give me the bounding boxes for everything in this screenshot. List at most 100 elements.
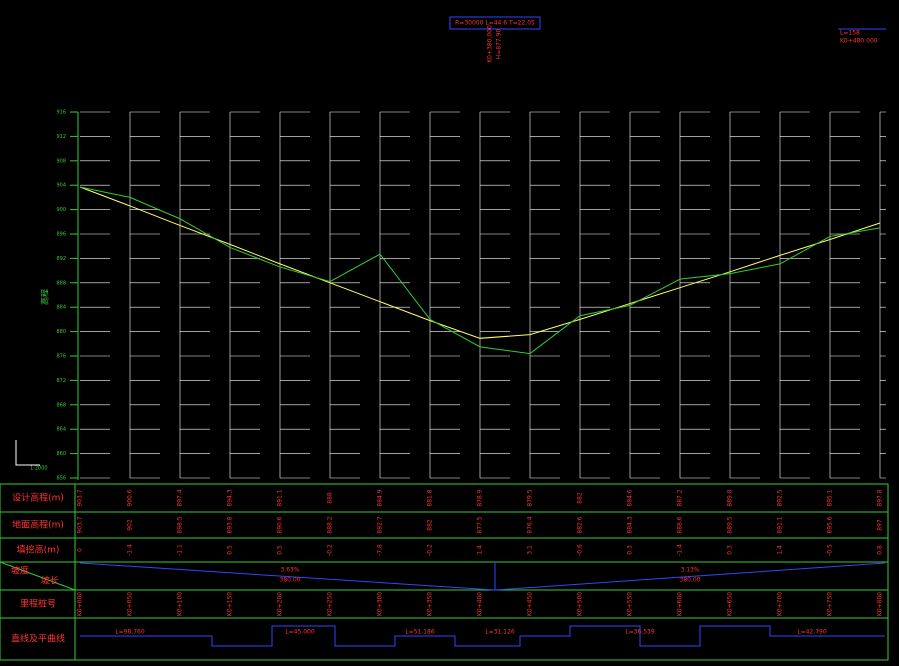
design-elev: 879.5 [527, 489, 534, 506]
ground-elev: 893.8 [227, 516, 234, 533]
station: K0+100 [177, 592, 184, 616]
row-label: 里程桩号 [20, 598, 56, 610]
fill-height: 0 [77, 548, 84, 552]
y-axis-label: 高程 [40, 289, 50, 305]
fill-height: -0.6 [577, 544, 584, 556]
ground-elev: 897 [877, 519, 884, 531]
curve-label: L=98.760 [115, 629, 145, 636]
fill-height: -0.2 [327, 544, 334, 556]
y-tick-label: 904 [56, 183, 66, 189]
y-tick-label: 912 [56, 134, 66, 140]
fill-height: 1.4 [777, 545, 784, 555]
ground-elev: 884.3 [627, 516, 634, 533]
ground-elev: 892.7 [377, 516, 384, 533]
curve-note-box [449, 16, 541, 30]
y-tick-label: 916 [56, 110, 66, 116]
grade-length: 380.00 [680, 577, 701, 584]
fill-height: 0.8 [877, 545, 884, 555]
row-label: 坡度 [11, 565, 29, 577]
row-label: 坡长 [41, 575, 59, 587]
fill-height: -0.2 [427, 544, 434, 556]
design-elev: 887.2 [677, 489, 684, 506]
grade-value: 3.13% [680, 567, 699, 574]
design-elev: 878.9 [477, 489, 484, 506]
profile-line [79, 186, 881, 355]
station: K0+150 [227, 592, 234, 616]
fill-height: 0.3 [727, 545, 734, 555]
row-label: 地面高程(m) [12, 519, 64, 531]
design-elev: 897.8 [877, 489, 884, 506]
ground-elev: 889.5 [727, 516, 734, 533]
fill-height: -7.8 [377, 544, 384, 556]
station: K0+300 [377, 592, 384, 616]
fill-height: -1.4 [127, 544, 134, 556]
fill-height: -1.4 [677, 544, 684, 556]
design-elev: 882 [577, 492, 584, 504]
y-tick-label: 884 [56, 305, 66, 311]
fill-height: 0.3 [627, 545, 634, 555]
row-label: 填挖高(m) [17, 544, 60, 556]
design-elev: 884.6 [627, 489, 634, 506]
station: K0+700 [777, 592, 784, 616]
curve-note: R=30000 L=44.6 T=22.05 [455, 20, 535, 27]
station: K0+550 [627, 592, 634, 616]
y-tick-label: 880 [56, 329, 66, 335]
station: K0+200 [277, 592, 284, 616]
curve-line [80, 625, 885, 647]
grade-length: 380.00 [280, 577, 301, 584]
station: K0+050 [127, 592, 134, 616]
curve-label: L=42.790 [797, 629, 827, 636]
design-elev: 900.6 [127, 489, 134, 506]
station: K0+000 [77, 592, 84, 616]
corner-note: L=158 [840, 30, 860, 37]
y-tick-label: 864 [56, 427, 66, 433]
curve-label: L=45.000 [285, 629, 315, 636]
ground-elev: 876.4 [527, 516, 534, 533]
ground-elev: 895.6 [827, 516, 834, 533]
scale-symbol [15, 440, 40, 466]
fill-height: 1.4 [477, 545, 484, 555]
curve-elev: H=877.90 [496, 29, 503, 60]
y-tick-label: 860 [56, 451, 66, 457]
design-elev: 895.1 [827, 489, 834, 506]
ground-elev: 888.6 [677, 516, 684, 533]
station: K0+350 [427, 592, 434, 616]
row-label: 直线及平曲线 [11, 633, 65, 645]
design-elev: 903.7 [77, 489, 84, 506]
y-tick-label: 892 [56, 256, 66, 262]
station: K0+600 [677, 592, 684, 616]
ground-elev: 877.5 [477, 516, 484, 533]
design-elev: 897.4 [177, 489, 184, 506]
fill-height: 0.5 [277, 545, 284, 555]
design-elev: 881.8 [427, 489, 434, 506]
scale-label: 1:2000 [30, 466, 48, 472]
row-label: 设计高程(m) [12, 492, 64, 504]
station: K0+500 [577, 592, 584, 616]
corner-station: K0+480.000 [840, 38, 878, 45]
station: K0+450 [527, 592, 534, 616]
ground-elev: 898.5 [177, 516, 184, 533]
station: K0+800 [877, 592, 884, 616]
table-frame [0, 483, 889, 661]
ground-elev: 890.6 [277, 516, 284, 533]
station: K0+250 [327, 592, 334, 616]
y-tick-label: 868 [56, 402, 66, 408]
station: K0+650 [727, 592, 734, 616]
ground-elev: 882.6 [577, 516, 584, 533]
fill-height: -1.1 [177, 544, 184, 556]
ground-elev: 891.1 [777, 516, 784, 533]
fill-height: 0.5 [227, 545, 234, 555]
fill-height: -0.5 [827, 544, 834, 556]
design-elev: 888 [327, 492, 334, 504]
station: K0+400 [477, 592, 484, 616]
ground-elev: 902 [127, 519, 134, 531]
station: K0+750 [827, 592, 834, 616]
design-elev: 894.3 [227, 489, 234, 506]
ground-elev: 903.7 [77, 516, 84, 533]
y-tick-label: 876 [56, 354, 66, 360]
grade-value: 3.63% [280, 567, 299, 574]
design-elev: 889.8 [727, 489, 734, 506]
ground-elev: 888.2 [327, 516, 334, 533]
